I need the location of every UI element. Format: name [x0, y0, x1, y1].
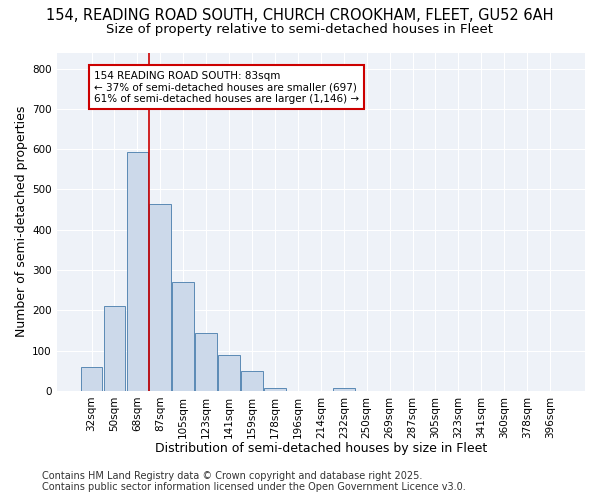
Text: 154 READING ROAD SOUTH: 83sqm
← 37% of semi-detached houses are smaller (697)
61: 154 READING ROAD SOUTH: 83sqm ← 37% of s… [94, 70, 359, 104]
Bar [127, 152, 148, 391]
Text: Contains HM Land Registry data © Crown copyright and database right 2025.
Contai: Contains HM Land Registry data © Crown c… [42, 471, 466, 492]
Bar [149, 204, 171, 391]
Bar [333, 388, 355, 391]
Bar [241, 370, 263, 391]
Text: 154, READING ROAD SOUTH, CHURCH CROOKHAM, FLEET, GU52 6AH: 154, READING ROAD SOUTH, CHURCH CROOKHAM… [46, 8, 554, 22]
Text: Size of property relative to semi-detached houses in Fleet: Size of property relative to semi-detach… [107, 22, 493, 36]
Bar [264, 388, 286, 391]
X-axis label: Distribution of semi-detached houses by size in Fleet: Distribution of semi-detached houses by … [155, 442, 487, 455]
Bar [172, 282, 194, 391]
Bar [218, 354, 240, 391]
Bar [80, 366, 103, 391]
Bar [104, 306, 125, 391]
Bar [196, 333, 217, 391]
Y-axis label: Number of semi-detached properties: Number of semi-detached properties [15, 106, 28, 338]
